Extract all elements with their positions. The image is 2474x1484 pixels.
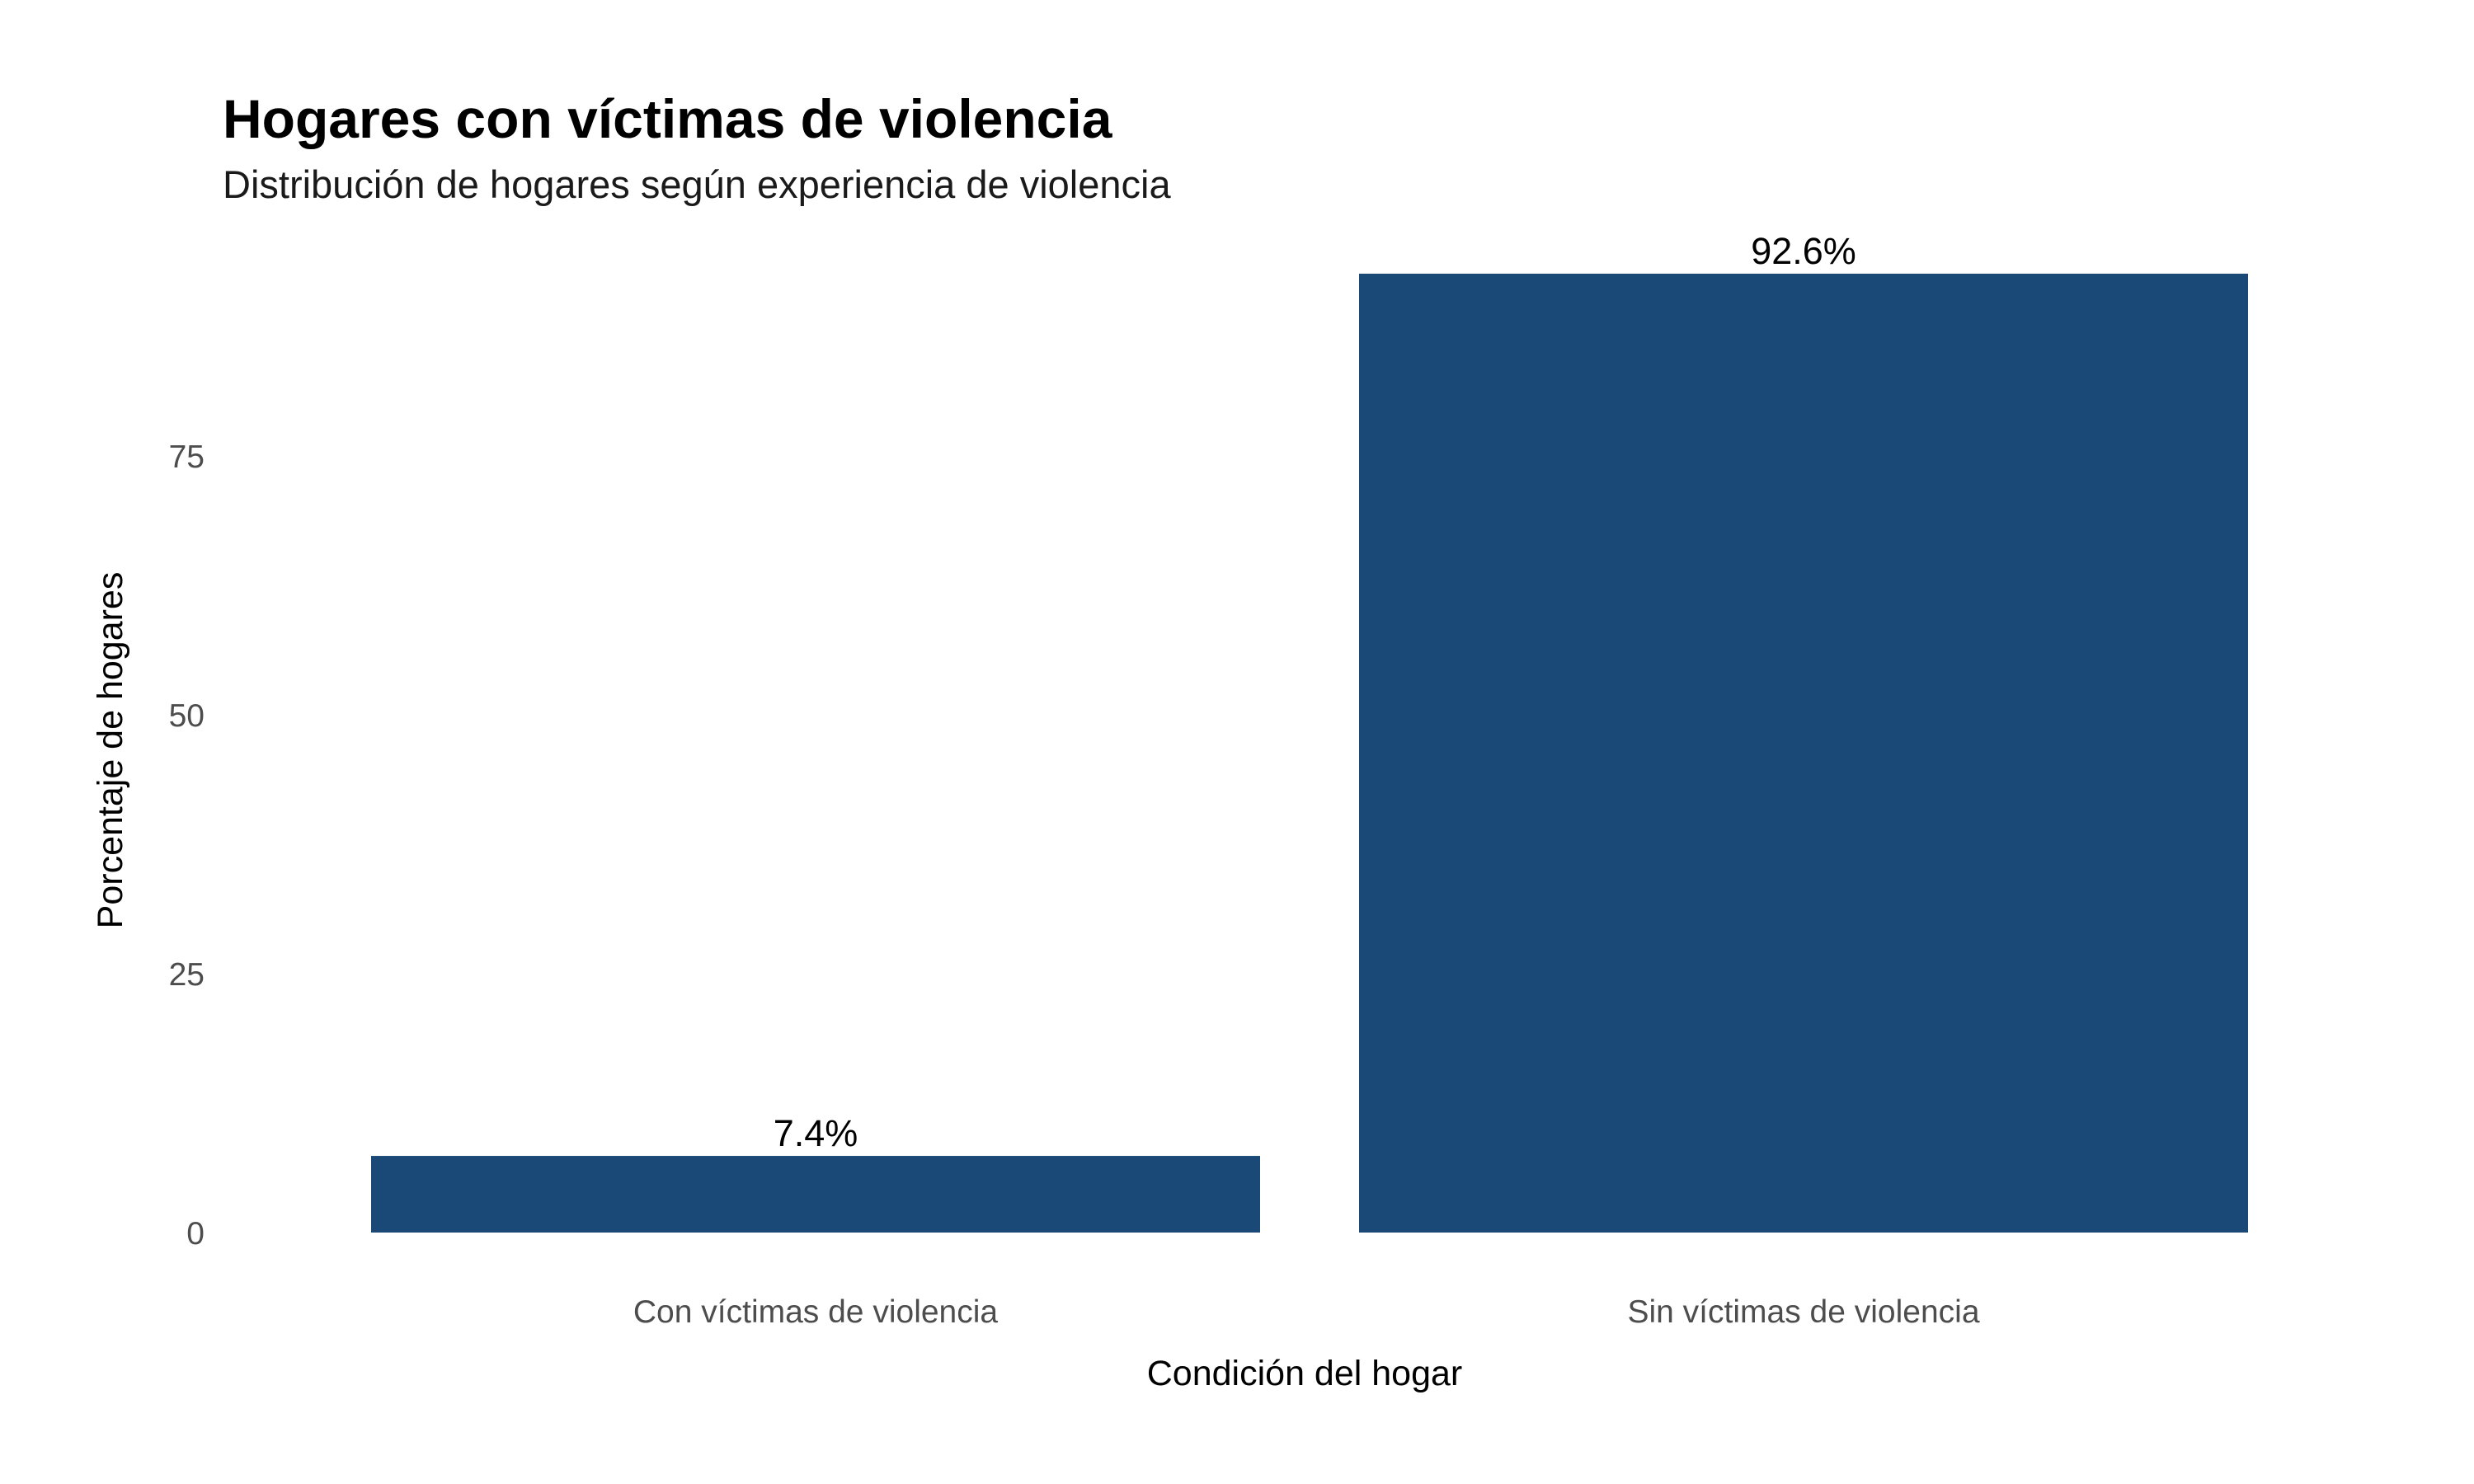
- x-axis-label: Condición del hogar: [1147, 1354, 1463, 1393]
- chart-title: Hogares con víctimas de violencia: [223, 88, 1112, 149]
- bar: [1359, 273, 2248, 1233]
- y-axis-label: Porcentaje de hogares: [91, 572, 130, 929]
- y-tick-label: 50: [169, 698, 205, 734]
- x-tick-label: Con víctimas de violencia: [633, 1294, 999, 1330]
- chart-subtitle: Distribución de hogares según experienci…: [223, 162, 1171, 206]
- x-tick-label: Sin víctimas de violencia: [1627, 1294, 1979, 1330]
- y-tick-label: 0: [186, 1216, 205, 1252]
- bar-value-label: 92.6%: [1751, 230, 1856, 272]
- x-axis-ticks: Con víctimas de violencia Sin víctimas de…: [633, 1294, 1980, 1330]
- bar-value-labels: 7.4% 92.6%: [774, 230, 1856, 1154]
- bars-group: [371, 273, 2248, 1233]
- bar: [371, 1156, 1260, 1233]
- y-tick-label: 75: [169, 439, 205, 475]
- bar-value-label: 7.4%: [774, 1112, 858, 1154]
- y-axis-ticks: 0 25 50 75: [169, 439, 205, 1252]
- y-tick-label: 25: [169, 957, 205, 993]
